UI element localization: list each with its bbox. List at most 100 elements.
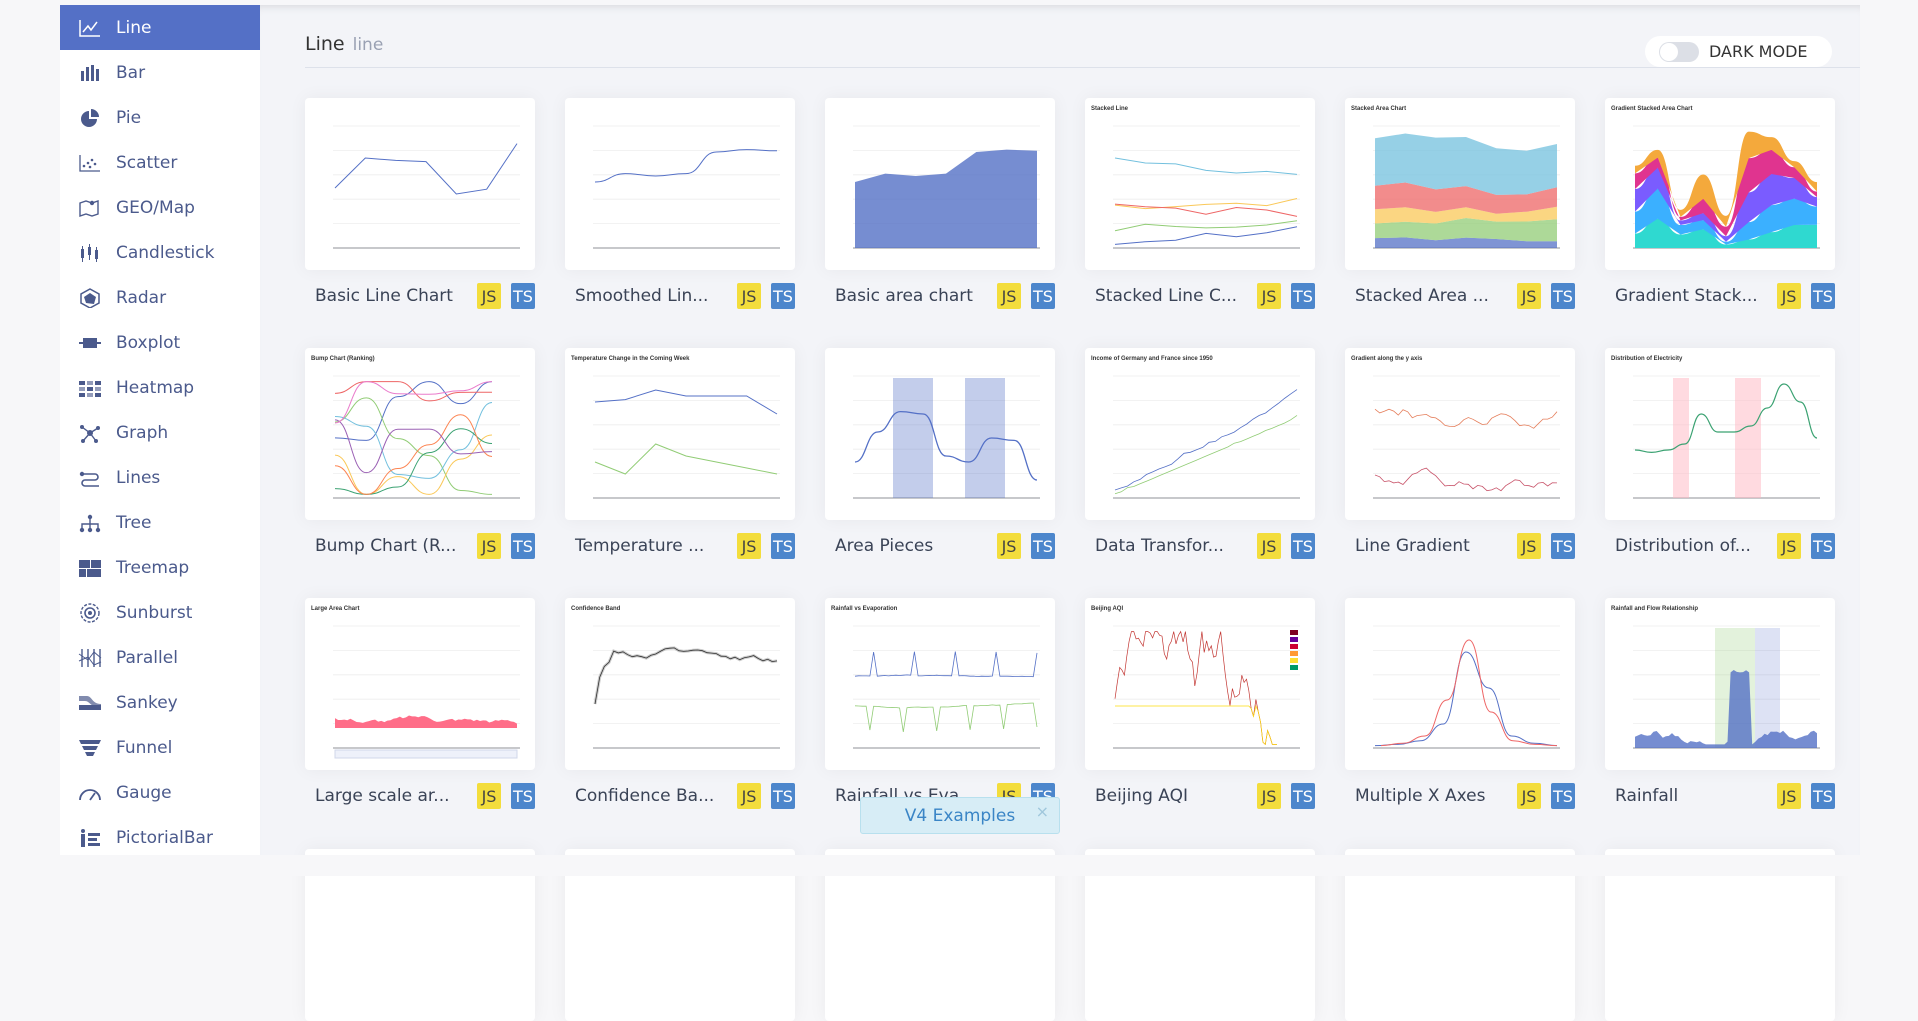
js-badge[interactable]: JS: [737, 783, 761, 809]
example-title[interactable]: Data Transfor...: [1095, 536, 1224, 556]
sidebar-item-line[interactable]: Line: [60, 5, 260, 50]
js-badge[interactable]: JS: [1257, 533, 1281, 559]
example-thumbnail[interactable]: [565, 98, 795, 270]
example-card[interactable]: Large Area Chart Large scale ar... JS TS: [305, 598, 535, 809]
example-title[interactable]: Beijing AQI: [1095, 786, 1188, 806]
example-card[interactable]: Stacked Area Chart Stacked Area ... JS TS: [1345, 98, 1575, 309]
example-card[interactable]: Smoothed Lin... JS TS: [565, 98, 795, 309]
example-title[interactable]: Smoothed Lin...: [575, 286, 709, 306]
ts-badge[interactable]: TS: [511, 783, 535, 809]
example-title[interactable]: Bump Chart (R...: [315, 536, 457, 556]
example-card[interactable]: Stacked Line Stacked Line C... JS TS: [1085, 98, 1315, 309]
sidebar-item-pie[interactable]: Pie: [60, 95, 260, 140]
example-thumbnail[interactable]: Stacked Line: [1085, 98, 1315, 270]
example-title[interactable]: Area Pieces: [835, 536, 934, 556]
ts-badge[interactable]: TS: [1551, 533, 1575, 559]
dark-mode-toggle[interactable]: DARK MODE: [1645, 36, 1832, 67]
sidebar-item-candlestick[interactable]: Candlestick: [60, 230, 260, 275]
example-thumbnail[interactable]: [825, 348, 1055, 520]
example-title[interactable]: Basic area chart: [835, 286, 973, 306]
example-title[interactable]: Confidence Ba...: [575, 786, 715, 806]
example-card[interactable]: Distribution of Electricity Distribution …: [1605, 348, 1835, 559]
js-badge[interactable]: JS: [1777, 533, 1801, 559]
example-title[interactable]: Multiple X Axes: [1355, 786, 1486, 806]
ts-badge[interactable]: TS: [1291, 533, 1315, 559]
js-badge[interactable]: JS: [1517, 283, 1541, 309]
ts-badge[interactable]: TS: [1811, 283, 1835, 309]
example-title[interactable]: Distribution of...: [1615, 536, 1751, 556]
js-badge[interactable]: JS: [477, 533, 501, 559]
ts-badge[interactable]: TS: [1031, 533, 1055, 559]
sidebar-item-gauge[interactable]: Gauge: [60, 770, 260, 815]
example-thumbnail[interactable]: Gradient along the y axis: [1345, 348, 1575, 520]
example-thumbnail[interactable]: [1345, 598, 1575, 770]
example-thumbnail[interactable]: Bump Chart (Ranking): [305, 348, 535, 520]
js-badge[interactable]: JS: [1257, 783, 1281, 809]
js-badge[interactable]: JS: [1517, 533, 1541, 559]
example-title[interactable]: Stacked Area ...: [1355, 286, 1489, 306]
example-title[interactable]: Line Gradient: [1355, 536, 1470, 556]
js-badge[interactable]: JS: [477, 283, 501, 309]
ts-badge[interactable]: TS: [1031, 283, 1055, 309]
example-card[interactable]: Temperature Change in the Coming Week Tem…: [565, 348, 795, 559]
js-badge[interactable]: JS: [1257, 283, 1281, 309]
example-thumbnail[interactable]: [305, 98, 535, 270]
example-title[interactable]: Stacked Line C...: [1095, 286, 1238, 306]
example-thumbnail[interactable]: [825, 98, 1055, 270]
example-card[interactable]: Confidence Band Confidence Ba... JS TS: [565, 598, 795, 809]
sidebar-item-radar[interactable]: Radar: [60, 275, 260, 320]
example-thumbnail[interactable]: Temperature Change in the Coming Week: [565, 348, 795, 520]
example-title[interactable]: Temperature ...: [575, 536, 705, 556]
example-thumbnail[interactable]: Stacked Area Chart: [1345, 98, 1575, 270]
sidebar-item-heatmap[interactable]: Heatmap: [60, 365, 260, 410]
ts-badge[interactable]: TS: [771, 283, 795, 309]
ts-badge[interactable]: TS: [771, 533, 795, 559]
example-card[interactable]: Income of Germany and France since 1950 D…: [1085, 348, 1315, 559]
example-title[interactable]: Large scale ar...: [315, 786, 450, 806]
v4-examples-toast[interactable]: V4 Examples ×: [860, 797, 1060, 834]
example-title[interactable]: Basic Line Chart: [315, 286, 453, 306]
ts-badge[interactable]: TS: [1811, 783, 1835, 809]
sidebar-item-scatter[interactable]: Scatter: [60, 140, 260, 185]
js-badge[interactable]: JS: [1517, 783, 1541, 809]
sidebar-item-geo-map[interactable]: GEO/Map: [60, 185, 260, 230]
example-title[interactable]: Gradient Stack...: [1615, 286, 1758, 306]
example-card[interactable]: Beijing AQI Beijing AQI JS TS: [1085, 598, 1315, 809]
js-badge[interactable]: JS: [1777, 283, 1801, 309]
ts-badge[interactable]: TS: [1551, 783, 1575, 809]
ts-badge[interactable]: TS: [1291, 783, 1315, 809]
sidebar-item-parallel[interactable]: Parallel: [60, 635, 260, 680]
example-card[interactable]: Gradient along the y axis Line Gradient JS…: [1345, 348, 1575, 559]
sidebar-item-tree[interactable]: Tree: [60, 500, 260, 545]
sidebar-item-sankey[interactable]: Sankey: [60, 680, 260, 725]
example-card[interactable]: Gradient Stacked Area Chart Gradient Stac…: [1605, 98, 1835, 309]
ts-badge[interactable]: TS: [511, 533, 535, 559]
js-badge[interactable]: JS: [477, 783, 501, 809]
example-card[interactable]: Rainfall vs Evaporation Rainfall vs Eva..…: [825, 598, 1055, 809]
toast-label[interactable]: V4 Examples: [904, 805, 1016, 826]
example-thumbnail[interactable]: Distribution of Electricity: [1605, 348, 1835, 520]
sidebar-item-boxplot[interactable]: Boxplot: [60, 320, 260, 365]
example-thumbnail[interactable]: Gradient Stacked Area Chart: [1605, 98, 1835, 270]
close-icon[interactable]: ×: [1035, 802, 1049, 821]
sidebar-item-pictorialbar[interactable]: PictorialBar: [60, 815, 260, 860]
sidebar-item-treemap[interactable]: Treemap: [60, 545, 260, 590]
example-thumbnail[interactable]: Rainfall vs Evaporation: [825, 598, 1055, 770]
js-badge[interactable]: JS: [1777, 783, 1801, 809]
example-thumbnail[interactable]: Confidence Band: [565, 598, 795, 770]
example-thumbnail[interactable]: Rainfall and Flow Relationship: [1605, 598, 1835, 770]
example-card[interactable]: Multiple X Axes JS TS: [1345, 598, 1575, 809]
sidebar-item-graph[interactable]: Graph: [60, 410, 260, 455]
js-badge[interactable]: JS: [997, 533, 1021, 559]
sidebar-item-bar[interactable]: Bar: [60, 50, 260, 95]
ts-badge[interactable]: TS: [511, 283, 535, 309]
ts-badge[interactable]: TS: [1291, 283, 1315, 309]
ts-badge[interactable]: TS: [771, 783, 795, 809]
js-badge[interactable]: JS: [737, 533, 761, 559]
sidebar-item-funnel[interactable]: Funnel: [60, 725, 260, 770]
js-badge[interactable]: JS: [737, 283, 761, 309]
ts-badge[interactable]: TS: [1551, 283, 1575, 309]
sidebar-item-sunburst[interactable]: Sunburst: [60, 590, 260, 635]
example-card[interactable]: Bump Chart (Ranking) Bump Chart (R... JS TS: [305, 348, 535, 559]
example-title[interactable]: Rainfall: [1615, 786, 1679, 806]
